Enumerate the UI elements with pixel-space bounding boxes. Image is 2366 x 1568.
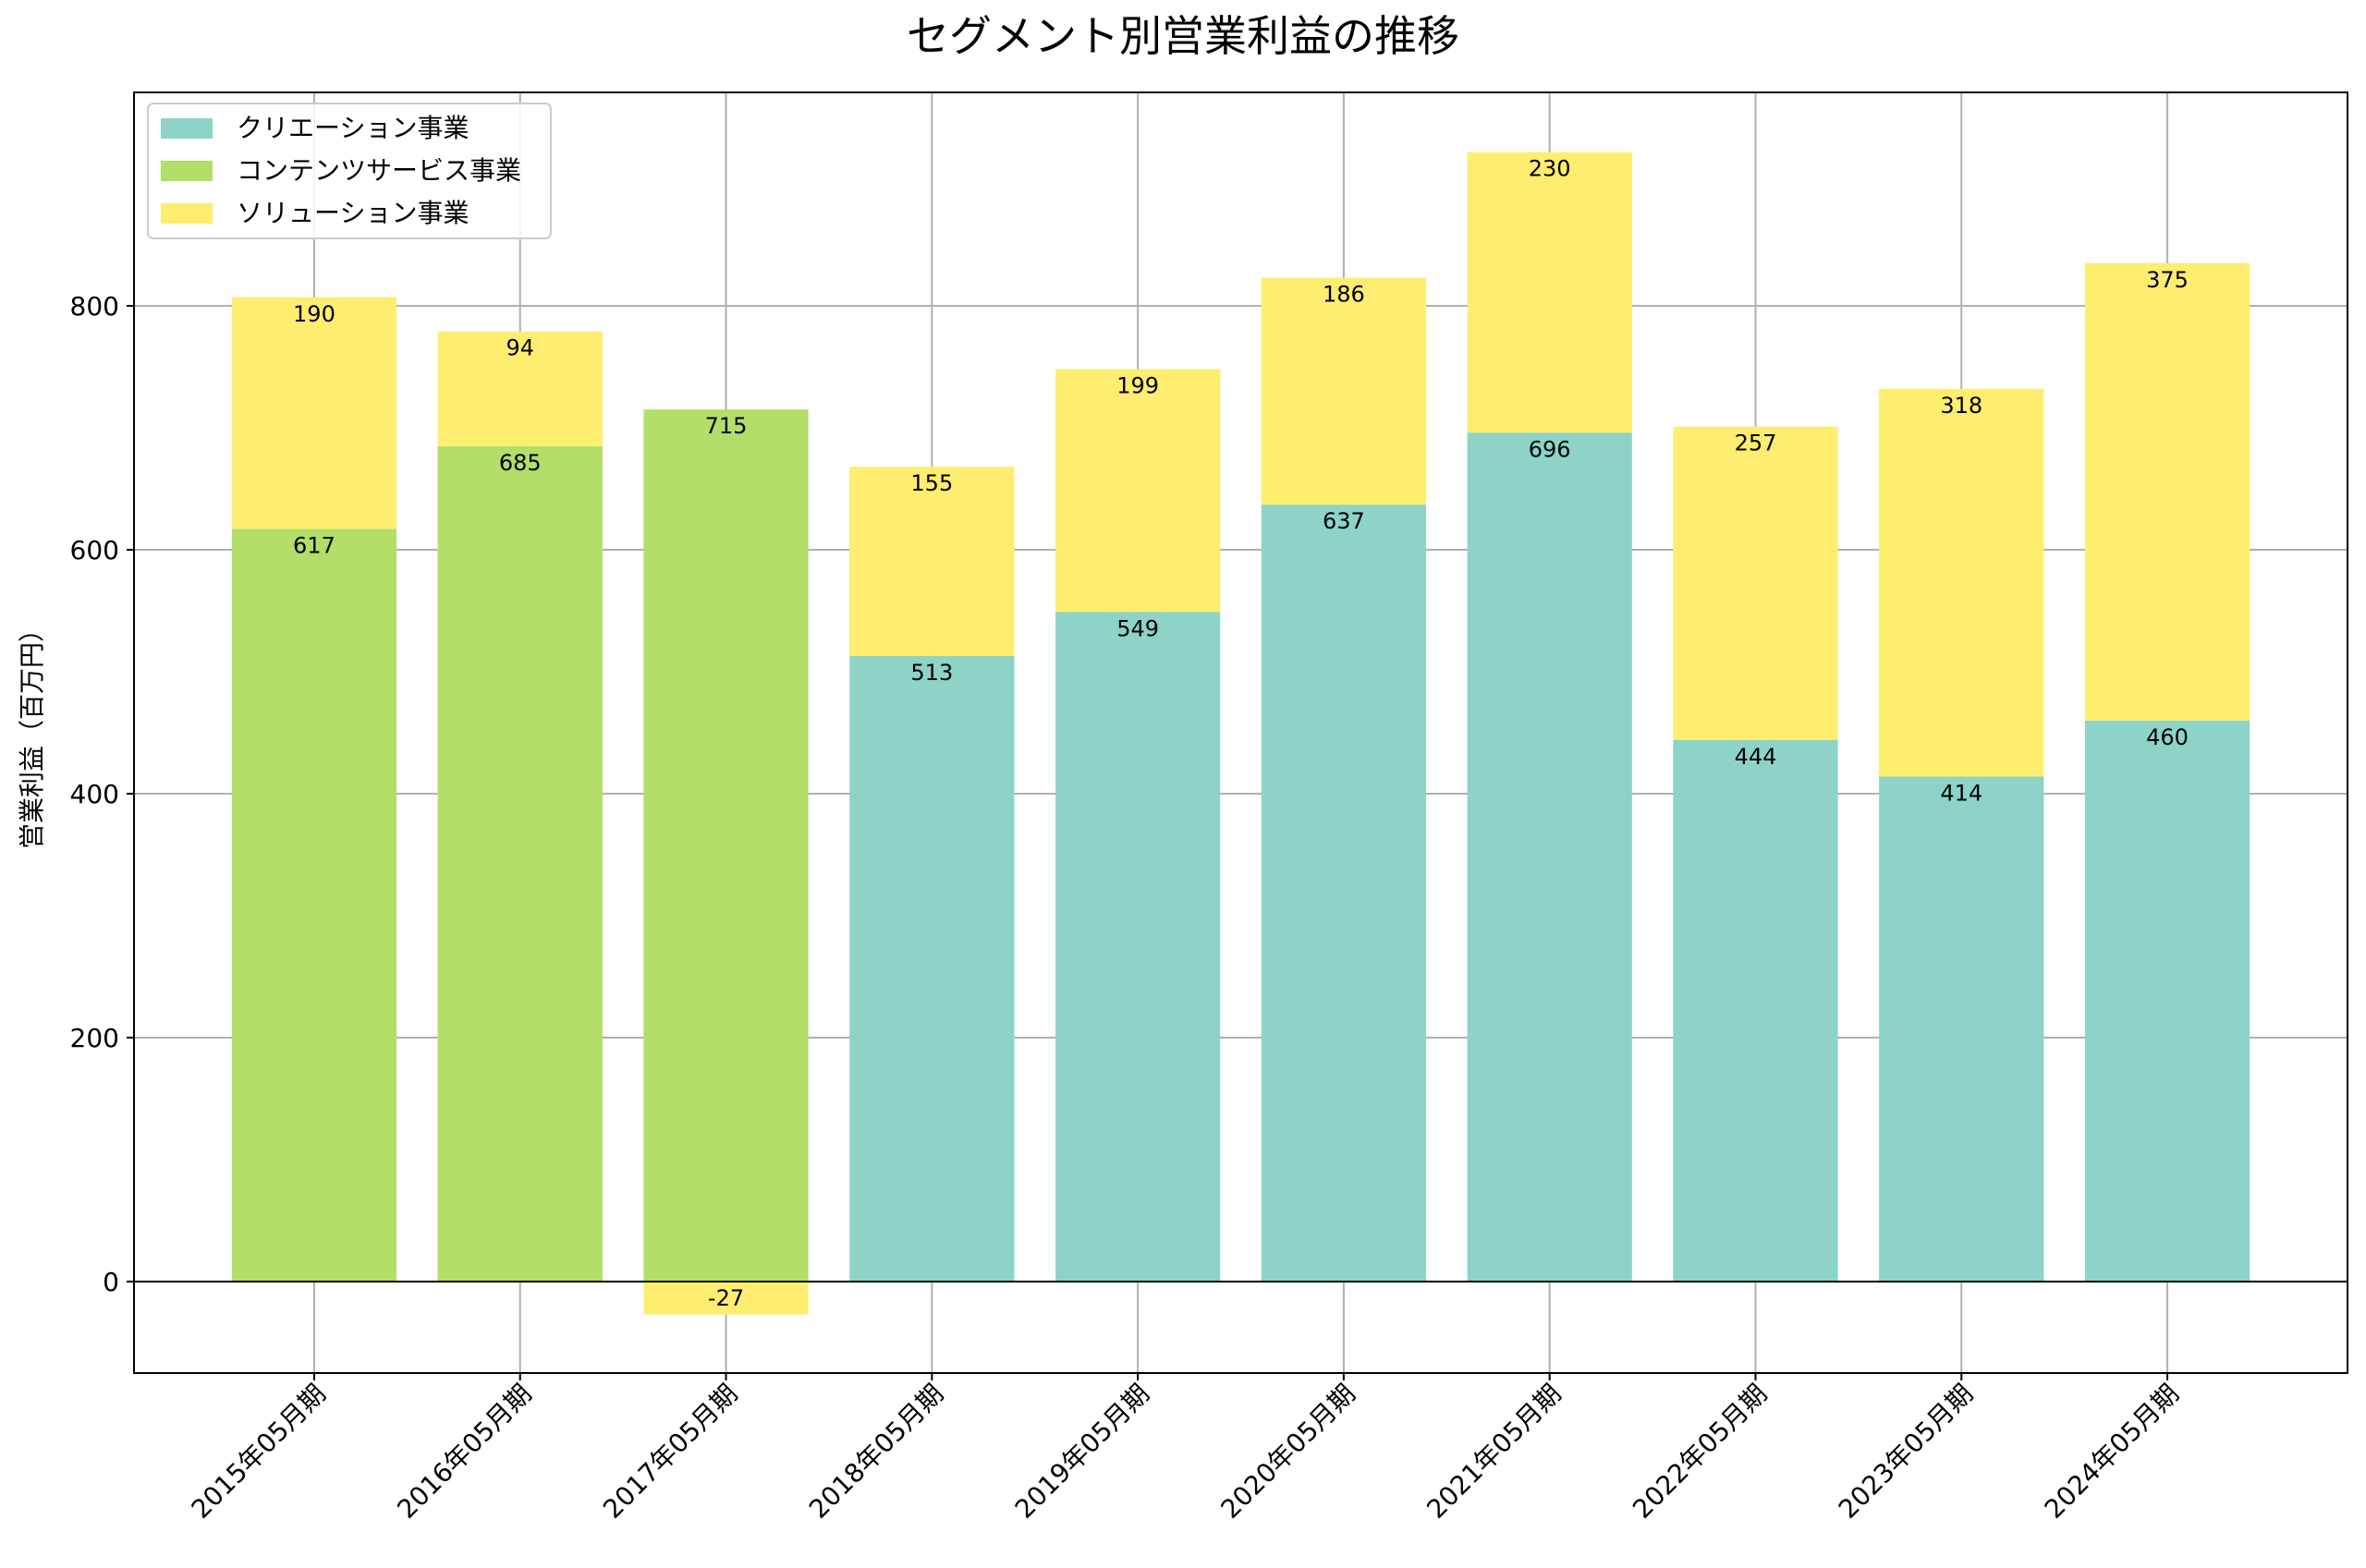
bar-3-9 <box>1879 388 2044 777</box>
data-label: 375 <box>2146 267 2189 293</box>
data-label: 155 <box>910 470 953 496</box>
legend-label: クリエーション事業 <box>237 113 469 143</box>
bar-3-6 <box>1261 277 1427 505</box>
bar-1-5 <box>1055 612 1221 1282</box>
bar-3-8 <box>1673 426 1838 740</box>
data-label: 513 <box>910 660 953 686</box>
bar-2-3 <box>643 409 809 1282</box>
data-label: 685 <box>499 450 542 476</box>
y-axis-label: 営業利益（百万円） <box>17 616 47 849</box>
data-label: 318 <box>1940 393 1982 419</box>
legend-swatch <box>161 118 213 139</box>
bar-3-5 <box>1055 369 1221 613</box>
data-label: 460 <box>2146 724 2189 750</box>
legend-swatch <box>161 203 213 224</box>
bar-1-9 <box>1879 776 2044 1282</box>
data-label: 549 <box>1116 615 1159 641</box>
bar-3-10 <box>2084 262 2250 721</box>
y-tick-label: 800 <box>70 291 119 322</box>
data-label: 696 <box>1529 436 1571 462</box>
y-tick-label: 200 <box>70 1023 119 1053</box>
bar-1-7 <box>1467 432 1632 1282</box>
legend-box <box>147 103 552 239</box>
bar-2-1 <box>231 529 397 1282</box>
bar-3-2 <box>437 331 603 446</box>
bar-1-10 <box>2084 720 2250 1282</box>
data-label: 186 <box>1323 282 1365 308</box>
y-tick-label: 600 <box>70 535 119 565</box>
data-label: 715 <box>705 413 748 439</box>
bar-3-3 <box>643 1282 809 1315</box>
bar-1-4 <box>849 655 1015 1282</box>
bar-1-8 <box>1673 739 1838 1282</box>
data-label: 190 <box>293 301 335 327</box>
data-label: 230 <box>1529 156 1571 182</box>
y-tick-label: 0 <box>103 1267 119 1297</box>
bar-3-4 <box>849 467 1015 656</box>
bar-2-2 <box>437 445 603 1282</box>
chart-title: セグメント別営業利益の推移 <box>907 11 1459 61</box>
data-labels: 513 549 637 696 444 414 460 617 685 715 190 94 -27 15… <box>293 156 2189 1311</box>
legend-swatch <box>161 161 213 181</box>
legend-label: コンテンツサービス事業 <box>237 155 521 186</box>
data-label: 94 <box>506 335 534 361</box>
bars <box>231 152 2250 1315</box>
data-label: 617 <box>293 533 335 559</box>
data-label: -27 <box>708 1285 744 1311</box>
bar-1-6 <box>1261 504 1427 1282</box>
data-label: 257 <box>1735 431 1777 456</box>
bar-3-1 <box>231 297 397 529</box>
data-label: 444 <box>1735 744 1777 770</box>
data-label: 199 <box>1116 373 1159 399</box>
y-axis-ticks: 0 200 400 600 800 <box>70 291 134 1297</box>
bar-3-7 <box>1467 152 1632 433</box>
legend-label: ソリューション事業 <box>237 198 469 228</box>
data-label: 637 <box>1323 508 1365 534</box>
plot-frame <box>133 91 2348 1374</box>
y-tick-label: 400 <box>70 779 119 809</box>
data-label: 414 <box>1940 781 1982 807</box>
